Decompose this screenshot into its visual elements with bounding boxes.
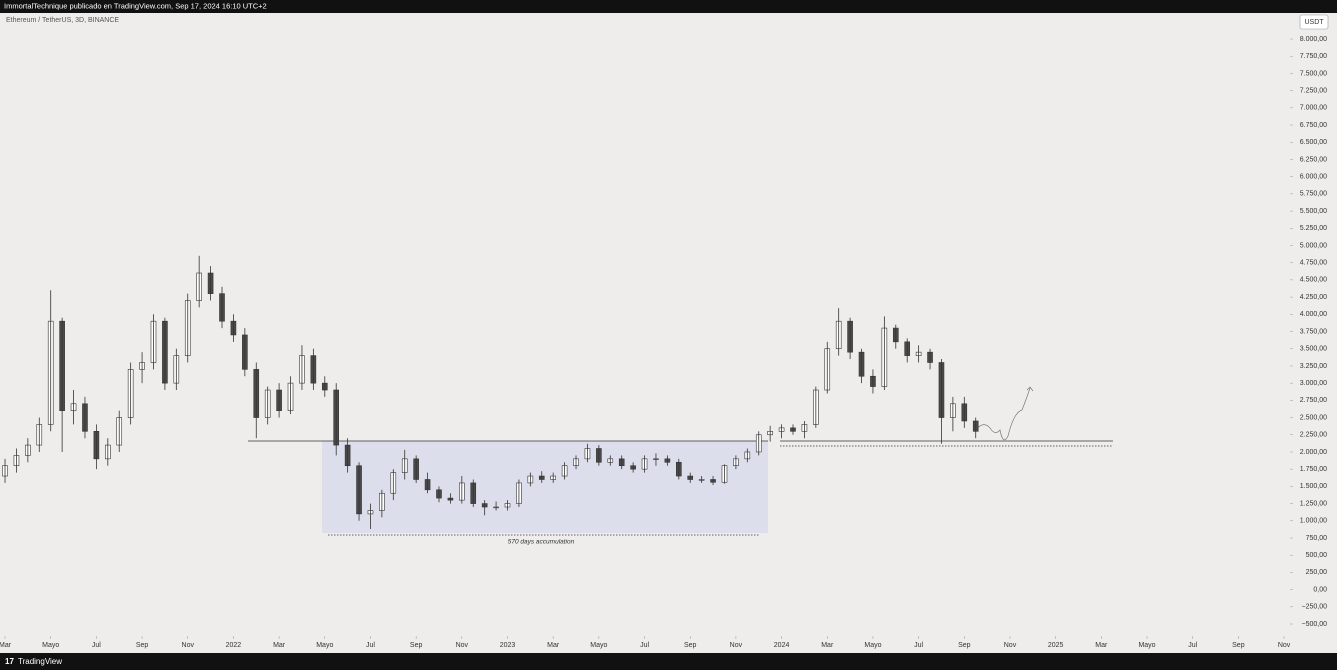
annotation: 570 days accumulation bbox=[508, 539, 575, 546]
currency-box bbox=[1299, 14, 1329, 30]
x-tick-label: Sep bbox=[958, 642, 971, 649]
x-tick-label: Jul bbox=[1188, 642, 1197, 649]
x-tick-label: Mayo bbox=[864, 642, 881, 649]
y-tick-label: 4.750,00 bbox=[1300, 260, 1327, 267]
x-tick-label: Jul bbox=[640, 642, 649, 649]
x-tick-label: Mar bbox=[547, 642, 560, 649]
y-tick-label: 5.750,00 bbox=[1300, 191, 1327, 198]
y-tick-label: 2.000,00 bbox=[1300, 449, 1327, 456]
y-tick-label: 500,00 bbox=[1306, 552, 1328, 559]
y-tick-label: 7.000,00 bbox=[1300, 105, 1327, 112]
projection bbox=[974, 387, 1031, 441]
y-tick-label: 6.000,00 bbox=[1300, 174, 1327, 181]
x-tick-label: Mar bbox=[273, 642, 286, 649]
y-tick-label: 1.500,00 bbox=[1300, 483, 1327, 490]
drawings bbox=[248, 386, 1113, 536]
x-tick-label: Jul bbox=[366, 642, 375, 649]
y-tick-label: 3.000,00 bbox=[1300, 380, 1327, 387]
x-tick-label: 2023 bbox=[500, 642, 516, 649]
x-tick-label: Mayo bbox=[316, 642, 333, 649]
x-tick-label: 2022 bbox=[226, 642, 242, 649]
x-tick-label: Nov bbox=[456, 642, 469, 649]
x-tick-label: Jul bbox=[92, 642, 101, 649]
y-tick-label: 3.500,00 bbox=[1300, 346, 1327, 353]
y-tick-label: 4.000,00 bbox=[1300, 311, 1327, 318]
x-tick-label: Mar bbox=[0, 642, 12, 649]
y-tick-label: 1.250,00 bbox=[1300, 500, 1327, 507]
y-tick-label: 2.250,00 bbox=[1300, 432, 1327, 439]
y-tick-label: 7.500,00 bbox=[1300, 70, 1327, 77]
y-tick-label: 4.500,00 bbox=[1300, 277, 1327, 284]
bottom-bar bbox=[0, 653, 1337, 670]
y-tick-label: 3.750,00 bbox=[1300, 328, 1327, 335]
y-tick-label: −250,00 bbox=[1302, 604, 1328, 611]
y-tick-label: 2.750,00 bbox=[1300, 397, 1327, 404]
y-tick-label: 3.250,00 bbox=[1300, 363, 1327, 370]
x-tick-label: 2025 bbox=[1048, 642, 1064, 649]
y-tick-label: 7.250,00 bbox=[1300, 87, 1327, 94]
x-tick-label: Sep bbox=[684, 642, 697, 649]
x-tick-label: Nov bbox=[1004, 642, 1017, 649]
currency: USDT bbox=[1304, 19, 1324, 26]
y-tick-label: 750,00 bbox=[1306, 535, 1328, 542]
y-tick-label: 1.750,00 bbox=[1300, 466, 1327, 473]
x-tick-label: Nov bbox=[1278, 642, 1291, 649]
x-tick-label: Nov bbox=[182, 642, 195, 649]
x-tick-label: Mayo bbox=[42, 642, 59, 649]
y-tick-label: 6.500,00 bbox=[1300, 139, 1327, 146]
y-tick-label: 6.750,00 bbox=[1300, 122, 1327, 129]
logo: 17 bbox=[5, 657, 14, 666]
x-tick-label: Mar bbox=[1095, 642, 1108, 649]
x-tick-label: Mayo bbox=[590, 642, 607, 649]
y-tick-label: −500,00 bbox=[1302, 621, 1328, 628]
y-tick-label: 6.250,00 bbox=[1300, 156, 1327, 163]
x-tick-label: Sep bbox=[136, 642, 149, 649]
y-tick-label: 250,00 bbox=[1306, 569, 1328, 576]
y-tick-label: 0,00 bbox=[1313, 586, 1327, 593]
chart-title: Ethereum / TetherUS, 3D, BINANCE bbox=[6, 17, 119, 24]
accumulation-box bbox=[322, 441, 768, 533]
y-tick-label: 8.000,00 bbox=[1300, 36, 1327, 43]
x-tick-label: Sep bbox=[1232, 642, 1245, 649]
x-tick-label: 2024 bbox=[774, 642, 790, 649]
y-tick-label: 5.500,00 bbox=[1300, 208, 1327, 215]
footer: TradingView bbox=[18, 657, 62, 666]
y-tick-label: 4.250,00 bbox=[1300, 294, 1327, 301]
y-tick-label: 2.500,00 bbox=[1300, 414, 1327, 421]
header: ImmortalTechnique publicado en TradingVi… bbox=[4, 1, 267, 10]
x-tick-label: Mar bbox=[821, 642, 834, 649]
y-tick-label: 7.750,00 bbox=[1300, 53, 1327, 60]
x-tick-label: Mayo bbox=[1138, 642, 1155, 649]
projection-arrow bbox=[1026, 386, 1034, 392]
top-bar bbox=[0, 0, 1337, 13]
y-tick-label: 5.000,00 bbox=[1300, 242, 1327, 249]
x-tick-label: Sep bbox=[410, 642, 423, 649]
y-tick-label: 5.250,00 bbox=[1300, 225, 1327, 232]
x-tick-label: Jul bbox=[914, 642, 923, 649]
y-tick-label: 1.000,00 bbox=[1300, 518, 1327, 525]
x-tick-label: Nov bbox=[730, 642, 743, 649]
